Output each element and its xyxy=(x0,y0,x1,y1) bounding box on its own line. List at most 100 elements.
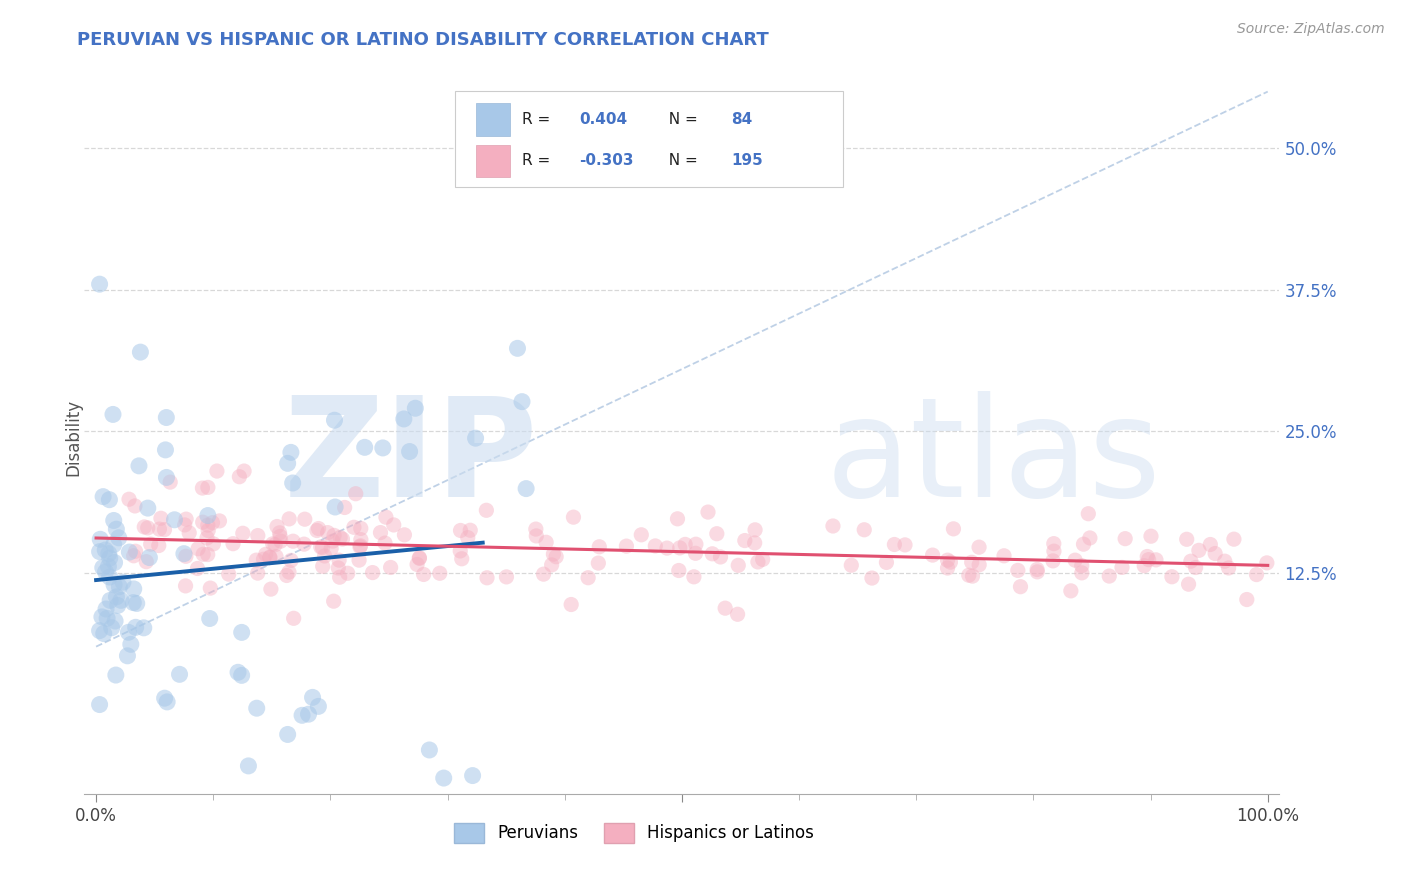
Point xyxy=(1078,531,1101,545)
Point xyxy=(967,558,990,572)
Point xyxy=(103,538,125,552)
Point xyxy=(666,512,689,526)
Point xyxy=(205,464,228,478)
Point xyxy=(727,607,749,622)
Point xyxy=(921,548,943,562)
Point xyxy=(433,771,456,785)
Point xyxy=(98,492,121,507)
FancyBboxPatch shape xyxy=(456,91,844,187)
Point xyxy=(323,413,346,427)
Point xyxy=(297,707,319,722)
Point xyxy=(118,492,141,507)
Point xyxy=(398,444,420,458)
Point xyxy=(1204,547,1226,561)
Point xyxy=(1199,537,1222,551)
Point xyxy=(336,566,359,581)
Point xyxy=(747,555,769,569)
Point xyxy=(328,561,350,575)
Point xyxy=(534,535,557,549)
Point xyxy=(576,571,599,585)
Point xyxy=(668,541,690,555)
Point xyxy=(277,727,299,741)
Point xyxy=(1073,537,1095,551)
Point xyxy=(560,598,582,612)
Point xyxy=(744,536,766,550)
Point xyxy=(269,525,291,540)
Point xyxy=(450,551,472,566)
Point xyxy=(218,567,240,582)
Point xyxy=(252,552,274,566)
Point xyxy=(124,544,146,558)
Point xyxy=(429,566,451,581)
Point xyxy=(616,539,638,553)
Point xyxy=(316,525,339,540)
Point xyxy=(276,568,298,582)
Point xyxy=(475,503,498,517)
Point xyxy=(186,561,208,575)
Point xyxy=(280,445,302,459)
Point xyxy=(457,531,479,545)
Point xyxy=(125,597,148,611)
Text: R =: R = xyxy=(522,153,555,168)
Point xyxy=(89,544,111,558)
Point xyxy=(98,551,121,566)
Point xyxy=(202,537,225,551)
Point xyxy=(231,668,253,682)
Point xyxy=(1246,567,1268,582)
Point xyxy=(1140,529,1163,543)
Point xyxy=(281,475,304,490)
Point xyxy=(191,481,214,495)
Point xyxy=(291,708,314,723)
Point xyxy=(751,552,773,566)
Point xyxy=(149,511,172,525)
Point xyxy=(744,523,766,537)
Point xyxy=(309,540,332,554)
Point xyxy=(1137,552,1160,566)
Point xyxy=(524,529,547,543)
Point xyxy=(543,547,565,561)
Point xyxy=(156,695,179,709)
Point xyxy=(94,543,117,558)
Point xyxy=(1223,532,1246,546)
Point xyxy=(266,519,288,533)
Point xyxy=(89,533,111,547)
Point xyxy=(1070,558,1092,573)
Point xyxy=(94,565,117,579)
Point xyxy=(1180,554,1202,568)
Point xyxy=(1077,507,1099,521)
Point xyxy=(962,569,984,583)
Point xyxy=(197,524,219,538)
Point xyxy=(1026,565,1049,579)
Point xyxy=(540,558,562,572)
Point xyxy=(260,582,283,596)
Point xyxy=(353,441,375,455)
Point xyxy=(108,580,131,594)
Point xyxy=(100,621,122,635)
Point xyxy=(1184,560,1206,574)
Point xyxy=(187,541,209,556)
Text: 84: 84 xyxy=(731,112,752,127)
Point xyxy=(1111,560,1133,574)
Point xyxy=(179,525,201,540)
Point xyxy=(94,602,117,616)
Point xyxy=(392,412,415,426)
Point xyxy=(361,566,384,580)
Bar xyxy=(477,103,510,136)
Point xyxy=(155,442,177,457)
Point xyxy=(702,547,724,561)
Point xyxy=(104,668,127,682)
Point xyxy=(117,648,139,663)
Point xyxy=(226,665,249,680)
Point xyxy=(259,550,281,565)
Point xyxy=(1060,583,1083,598)
Point xyxy=(197,480,219,494)
Text: 0.404: 0.404 xyxy=(579,112,627,127)
Point xyxy=(939,555,962,569)
Point xyxy=(269,529,291,543)
Point xyxy=(89,698,111,712)
Point xyxy=(449,544,471,558)
Point xyxy=(104,614,127,628)
Point xyxy=(232,526,254,541)
Point xyxy=(153,523,176,537)
Point xyxy=(344,486,367,500)
